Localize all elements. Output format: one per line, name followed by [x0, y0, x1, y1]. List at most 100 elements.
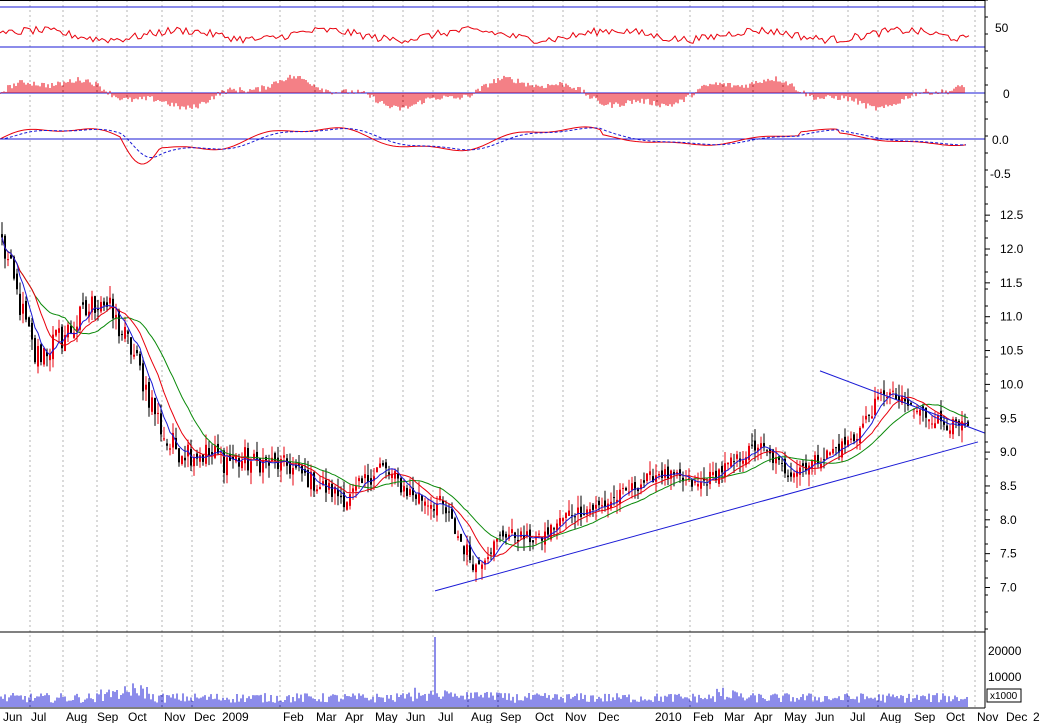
candle-body	[442, 500, 444, 505]
candle-body	[106, 302, 108, 307]
candle-body	[67, 324, 69, 338]
histogram-bars	[0, 74, 965, 111]
candle-body	[799, 467, 801, 475]
candle-body	[406, 487, 408, 496]
candle-body	[277, 457, 279, 470]
candle-body	[142, 363, 144, 392]
candle-body	[568, 510, 570, 516]
candle-body	[124, 326, 126, 339]
candle-body	[376, 467, 378, 473]
candle-body	[46, 351, 48, 357]
candle-body	[772, 449, 774, 463]
price-tick-label: 11.0	[1000, 310, 1023, 324]
ma-mid-line	[1, 237, 969, 557]
macd-line	[0, 126, 967, 165]
candle-body	[556, 523, 558, 531]
candle-body	[355, 485, 357, 491]
candle-body	[925, 407, 927, 418]
candle-body	[853, 434, 855, 442]
macd-tick-label: 0.0	[992, 133, 1009, 147]
price-tick-label: 7.5	[1000, 547, 1017, 561]
candle-body	[694, 481, 696, 483]
candle-body	[61, 326, 63, 349]
candle-body	[340, 495, 342, 498]
x-axis-label: Sep	[500, 710, 522, 723]
candle-body	[451, 508, 453, 519]
candle-body	[895, 393, 897, 400]
price-tick-label: 8.5	[1000, 479, 1017, 493]
candle-body	[946, 425, 948, 431]
candle-body	[82, 302, 84, 305]
candle-body	[433, 508, 435, 511]
candle-body	[334, 486, 336, 494]
candle-body	[37, 346, 39, 367]
candle-body	[640, 484, 642, 490]
candle-body	[316, 489, 318, 492]
candle-body	[211, 451, 213, 455]
candle-body	[310, 471, 312, 490]
candle-body	[259, 457, 261, 473]
candle-body	[133, 354, 135, 357]
candle-body	[691, 479, 693, 487]
candle-body	[679, 469, 681, 477]
candle-body	[313, 472, 315, 491]
trendlines	[434, 370, 986, 592]
rsi-line	[0, 25, 970, 45]
candle-body	[499, 534, 501, 536]
x-axis-label: Mar	[724, 710, 745, 723]
x-axis-label: Feb	[693, 710, 714, 723]
candle-body	[28, 317, 30, 327]
candle-body	[130, 337, 132, 355]
candle-body	[682, 477, 684, 482]
candle-body	[184, 457, 186, 461]
candle-body	[904, 398, 906, 402]
candle-body	[280, 459, 282, 471]
candle-body	[199, 455, 201, 462]
candle-body	[16, 273, 18, 290]
ma-short-line	[1, 237, 969, 565]
candle-body	[79, 306, 81, 330]
candle-body	[40, 344, 42, 363]
candle-body	[652, 476, 654, 483]
candle-body	[166, 443, 168, 446]
candle-body	[52, 334, 54, 360]
candle-body	[634, 482, 636, 490]
candle-body	[439, 495, 441, 500]
candle-body	[664, 469, 666, 478]
candle-body	[91, 296, 93, 313]
candle-body	[403, 486, 405, 492]
candle-body	[937, 415, 939, 424]
x-axis-label: Jul	[31, 710, 46, 723]
candle-body	[754, 440, 756, 451]
candle-body	[877, 396, 879, 400]
candle-body	[55, 329, 57, 336]
candle-body	[817, 454, 819, 464]
candle-body	[733, 461, 735, 463]
candle-body	[949, 430, 951, 434]
x-axis-label: Jun	[815, 710, 834, 723]
candle-body	[688, 477, 690, 479]
candle-body	[475, 564, 477, 573]
candle-body	[397, 473, 399, 479]
candle-body	[322, 481, 324, 485]
volume-unit-label: x1000	[990, 691, 1018, 702]
candle-body	[589, 509, 591, 514]
candle-body	[364, 474, 366, 479]
x-axis-label: Dec	[194, 710, 215, 723]
candle-body	[715, 470, 717, 480]
x-axis-label: Apr	[345, 710, 364, 723]
candle-body	[13, 256, 15, 279]
candle-body	[256, 451, 258, 461]
candle-body	[385, 462, 387, 469]
candle-body	[607, 503, 609, 510]
candle-body	[241, 461, 243, 469]
candle-body	[496, 538, 498, 542]
candle-body	[619, 489, 621, 504]
price-tick-labels: 12.5 12.0 11.5 11.0 10.5 10.0 9.5 9.0 8.5 8.0 7.5 7…	[985, 208, 1024, 595]
candle-body	[601, 505, 603, 507]
candle-body	[616, 499, 618, 503]
candle-body	[736, 454, 738, 459]
ma-long-line	[1, 237, 969, 548]
candle-body	[253, 453, 255, 459]
